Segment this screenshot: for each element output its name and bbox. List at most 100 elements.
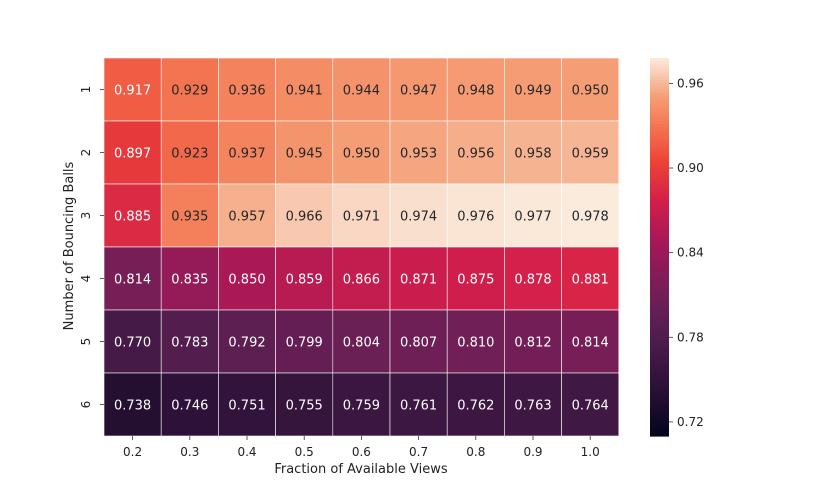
colorbar-segment <box>650 256 669 261</box>
colorbar-segment <box>650 127 669 132</box>
colorbar-segment <box>650 143 669 147</box>
cell-value-label: 0.953 <box>400 147 437 162</box>
colorbar-tick-label: 0.96 <box>677 76 704 90</box>
colorbar-segment <box>650 228 669 232</box>
colorbar-segment <box>650 102 669 106</box>
cell-value-label: 0.755 <box>286 399 323 414</box>
colorbar-segment <box>650 121 669 125</box>
colorbar-segment <box>650 376 669 380</box>
cell-value-label: 0.917 <box>114 84 151 99</box>
colorbar-segment <box>650 231 669 235</box>
heatmap-cell <box>103 246 162 311</box>
heatmap-cell <box>561 183 620 248</box>
colorbar-segment <box>650 291 669 295</box>
y-tick-label: 6 <box>79 401 93 409</box>
colorbar-segment <box>650 332 669 336</box>
colorbar-segment <box>650 212 669 217</box>
heatmap-cell <box>275 183 334 248</box>
x-tick-label: 0.2 <box>123 445 142 459</box>
heatmap-cell <box>561 309 620 374</box>
heatmap-cell <box>160 246 219 311</box>
colorbar-segment <box>650 347 669 352</box>
colorbar-segment <box>650 341 669 346</box>
colorbar-segment <box>650 247 669 251</box>
colorbar-tick-label: 0.72 <box>677 415 704 429</box>
colorbar-segment <box>650 95 669 100</box>
cell-value-label: 0.746 <box>171 399 208 414</box>
colorbar-segment <box>650 366 669 371</box>
cell-value-label: 0.958 <box>514 147 551 162</box>
colorbar-segment <box>650 124 669 128</box>
colorbar-segment <box>650 379 669 384</box>
heatmap-cells: 0.917 0.929 0.936 0.941 0.944 0.947 0.948 0.949… <box>103 57 620 437</box>
cell-value-label: 0.738 <box>114 399 151 414</box>
cell-value-label: 0.759 <box>343 399 380 414</box>
colorbar-segment <box>650 237 669 242</box>
colorbar-segment <box>650 133 669 138</box>
x-tick-label: 1.0 <box>581 445 600 459</box>
colorbar-segment <box>650 193 669 198</box>
colorbar-segment <box>650 180 669 185</box>
colorbar-segment <box>650 202 669 207</box>
colorbar-segment <box>650 354 669 358</box>
cell-value-label: 0.977 <box>514 210 551 225</box>
colorbar-segment <box>650 253 669 258</box>
colorbar-segment <box>650 262 669 267</box>
colorbar-segment <box>650 61 669 65</box>
cell-value-label: 0.878 <box>514 273 551 288</box>
heatmap-cell <box>218 120 276 185</box>
x-axis-label: Fraction of Available Views <box>274 462 448 477</box>
heatmap-cell <box>275 120 334 185</box>
cell-value-label: 0.764 <box>572 399 609 414</box>
colorbar-segment <box>650 215 669 220</box>
y-tick-label: 4 <box>79 275 93 283</box>
colorbar: 0.72 0.78 0.84 0.90 0.96 <box>650 58 704 437</box>
heatmap-cell <box>275 309 334 374</box>
colorbar-segment <box>650 168 669 172</box>
cell-value-label: 0.978 <box>572 210 609 225</box>
heatmap-cell <box>160 372 219 437</box>
heatmap-cell <box>389 120 448 185</box>
colorbar-segment <box>650 363 669 368</box>
heatmap-cell <box>504 372 562 437</box>
colorbar-segment <box>650 136 669 141</box>
colorbar-segment <box>650 429 669 434</box>
colorbar-segment <box>650 297 669 302</box>
cell-value-label: 0.966 <box>286 210 323 225</box>
colorbar-segment <box>650 92 669 97</box>
heatmap-cell <box>218 57 276 122</box>
colorbar-segment <box>650 146 669 150</box>
colorbar-segment <box>650 432 669 437</box>
colorbar-segment <box>650 224 669 229</box>
colorbar-segment <box>650 73 669 78</box>
colorbar-segment <box>650 259 669 264</box>
x-tick-label: 0.6 <box>352 445 371 459</box>
cell-value-label: 0.950 <box>572 84 609 99</box>
colorbar-segment <box>650 426 669 431</box>
heatmap-cell <box>332 183 391 248</box>
cell-value-label: 0.885 <box>114 210 151 225</box>
cell-value-label: 0.937 <box>228 147 265 162</box>
colorbar-segment <box>650 174 669 179</box>
heatmap-cell <box>332 120 391 185</box>
colorbar-segment <box>650 306 669 311</box>
cell-value-label: 0.974 <box>400 210 437 225</box>
colorbar-tick-label: 0.90 <box>677 161 704 175</box>
cell-value-label: 0.949 <box>514 84 551 99</box>
colorbar-segment <box>650 117 669 122</box>
colorbar-segment <box>650 206 669 210</box>
colorbar-segment <box>650 303 669 308</box>
colorbar-segment <box>650 70 669 75</box>
colorbar-segment <box>650 325 669 330</box>
colorbar-segment <box>650 130 669 135</box>
cell-value-label: 0.792 <box>228 336 265 351</box>
colorbar-segment <box>650 360 669 365</box>
colorbar-segment <box>650 86 669 91</box>
colorbar-segment <box>650 316 669 321</box>
colorbar-segment <box>650 64 669 69</box>
colorbar-segment <box>650 187 669 191</box>
cell-value-label: 0.959 <box>572 147 609 162</box>
y-axis-label: Number of Bouncing Balls <box>62 161 77 330</box>
heatmap-cell <box>332 372 391 437</box>
colorbar-segment <box>650 391 669 396</box>
